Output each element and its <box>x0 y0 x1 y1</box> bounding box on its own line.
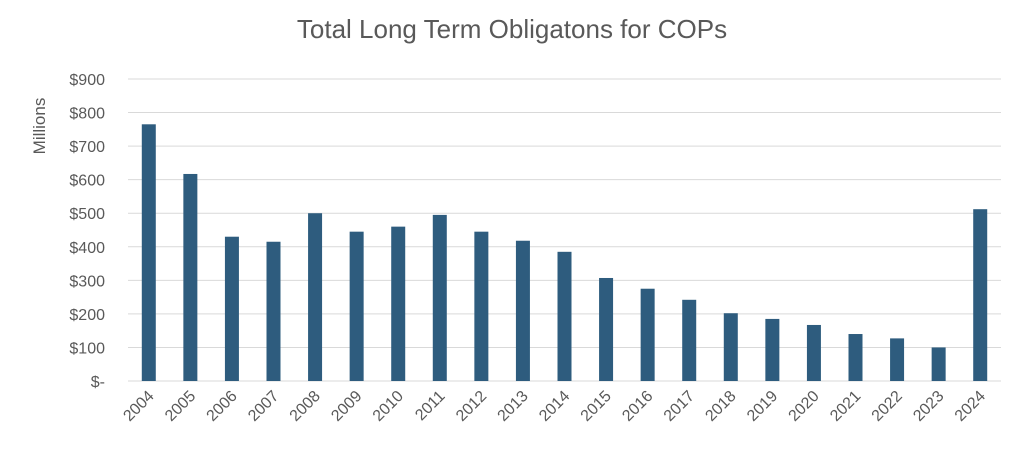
y-tick-label: $800 <box>69 106 105 123</box>
bar-2020 <box>806 324 821 381</box>
x-tick-label: 2017 <box>661 388 698 425</box>
x-tick-label: 2023 <box>910 388 947 425</box>
x-tick-label: 2022 <box>869 388 906 425</box>
y-tick-label: $200 <box>69 307 105 324</box>
x-tick-label: 2010 <box>370 388 407 425</box>
bar-2016 <box>640 288 655 381</box>
bar-2012 <box>474 231 489 381</box>
bar-2022 <box>890 338 905 381</box>
y-tick-label: $700 <box>69 139 105 156</box>
bar-2023 <box>931 347 946 381</box>
x-tick-label: 2007 <box>245 388 282 425</box>
x-tick-label: 2021 <box>827 388 864 425</box>
bar-2004 <box>141 124 156 382</box>
y-tick-label: $- <box>91 374 105 391</box>
y-axis-label: Millions <box>30 98 49 155</box>
x-tick-label: 2016 <box>619 388 656 425</box>
x-tick-label: 2024 <box>952 388 989 425</box>
bar-2005 <box>183 173 198 381</box>
x-tick-label: 2014 <box>536 388 573 425</box>
bars <box>141 124 988 382</box>
bar-2010 <box>391 226 406 381</box>
x-tick-label: 2004 <box>120 388 157 425</box>
bar-2007 <box>266 241 281 381</box>
x-tick-label: 2019 <box>744 388 781 425</box>
y-tick-label: $600 <box>69 173 105 190</box>
bar-2014 <box>557 251 572 381</box>
x-tick-label: 2008 <box>287 388 324 425</box>
y-tick-label: $900 <box>69 72 105 89</box>
bar-2017 <box>682 299 697 381</box>
bar-2021 <box>848 334 863 381</box>
x-tick-label: 2011 <box>412 388 448 424</box>
chart-title: Total Long Term Obligatons for COPs <box>296 14 728 44</box>
bar-2018 <box>723 313 738 381</box>
x-tick-label: 2012 <box>453 388 490 425</box>
x-tick-label: 2013 <box>495 388 532 425</box>
bar-2011 <box>432 214 447 381</box>
bar-2008 <box>308 213 323 381</box>
x-tick-label: 2015 <box>578 388 615 425</box>
bar-2009 <box>349 231 364 381</box>
x-tick-label: 2020 <box>786 388 823 425</box>
bar-2006 <box>224 236 239 381</box>
y-tick-label: $400 <box>69 240 105 257</box>
bar-2024 <box>973 209 988 381</box>
y-tick-labels: $- $100 $200 $300 $400 $500 $600 $700 $800 $900 <box>69 72 105 391</box>
x-tick-labels: 2004 2005 2006 2007 2008 2009 2010 2011 2012 2013… <box>120 388 989 425</box>
bar-2015 <box>599 277 614 381</box>
x-tick-label: 2005 <box>162 388 199 425</box>
x-tick-label: 2009 <box>328 388 365 425</box>
y-tick-label: $100 <box>69 340 105 357</box>
y-tick-label: $300 <box>69 273 105 290</box>
x-tick-label: 2018 <box>702 388 739 425</box>
x-tick-label: 2006 <box>204 388 241 425</box>
bar-2013 <box>515 240 530 381</box>
bar-2019 <box>765 318 780 381</box>
y-tick-label: $500 <box>69 206 105 223</box>
